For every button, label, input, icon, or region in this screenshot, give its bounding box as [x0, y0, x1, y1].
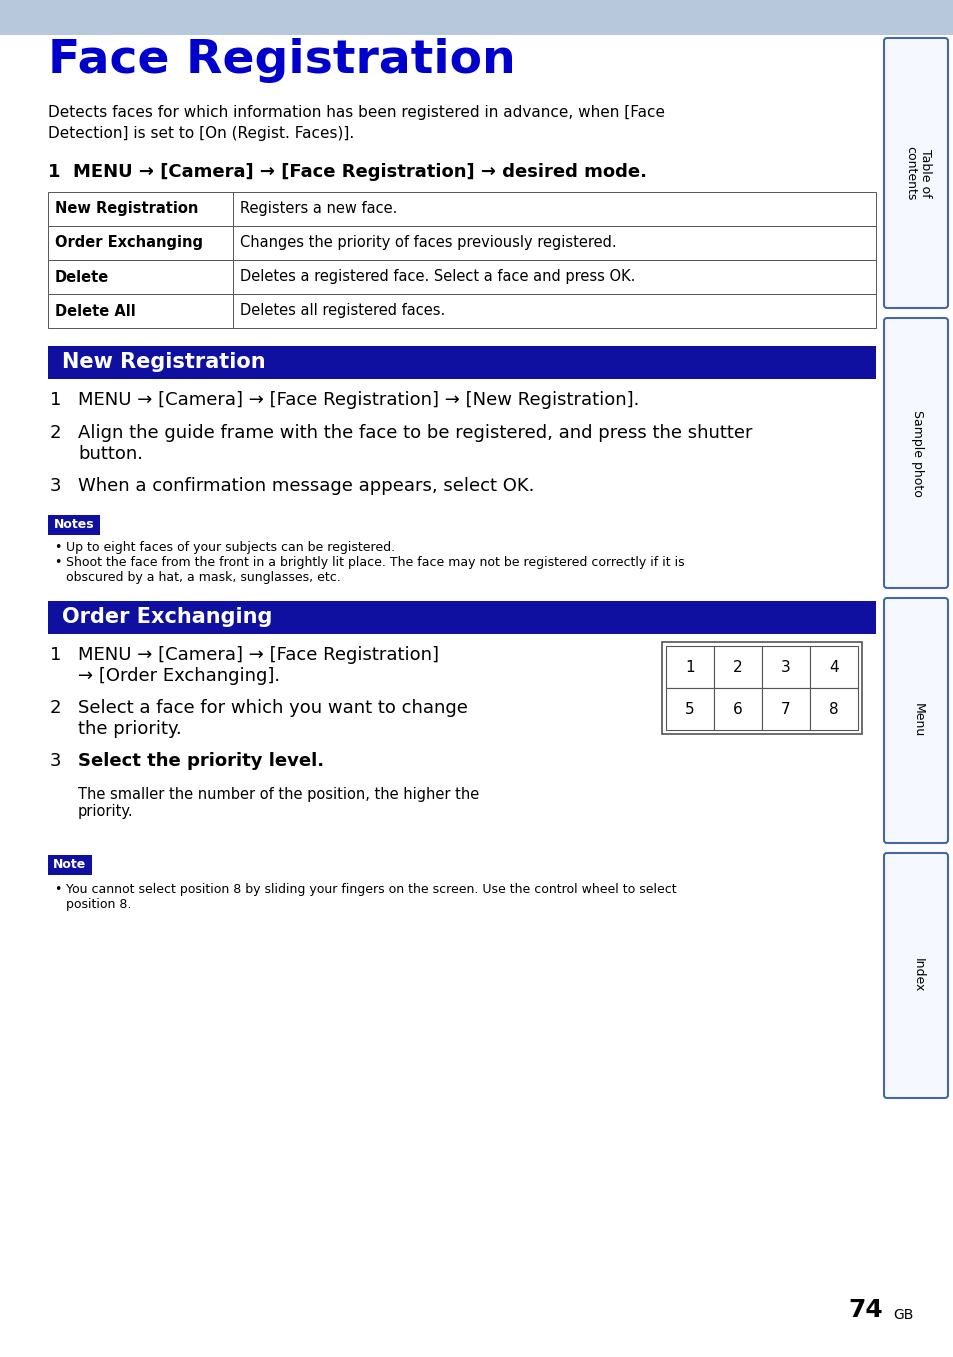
FancyBboxPatch shape: [883, 318, 947, 588]
Bar: [661, 642, 862, 734]
Text: MENU → [Camera] → [Face Registration]
→ [Order Exchanging].: MENU → [Camera] → [Face Registration] → …: [78, 646, 438, 685]
Text: Menu: Menu: [910, 703, 923, 738]
Bar: [48, 601, 875, 634]
Text: Align the guide frame with the face to be registered, and press the shutter
butt: Align the guide frame with the face to b…: [78, 423, 752, 463]
Bar: [0, 0, 953, 35]
Text: New Registration: New Registration: [62, 351, 265, 372]
Bar: [48, 261, 875, 294]
Text: Order Exchanging: Order Exchanging: [55, 236, 203, 251]
Text: 2: 2: [50, 423, 61, 442]
FancyBboxPatch shape: [883, 38, 947, 308]
FancyBboxPatch shape: [883, 854, 947, 1098]
Text: You cannot select position 8 by sliding your fingers on the screen. Use the cont: You cannot select position 8 by sliding …: [66, 883, 676, 911]
Text: Select the priority level.: Select the priority level.: [78, 752, 324, 769]
Text: 74: 74: [847, 1299, 882, 1322]
Text: Delete: Delete: [55, 270, 110, 285]
Text: 4: 4: [828, 660, 838, 674]
Text: 1: 1: [50, 646, 61, 664]
Text: Sample photo: Sample photo: [910, 410, 923, 497]
Text: •: •: [54, 556, 61, 569]
Text: 2: 2: [733, 660, 742, 674]
Bar: [761, 688, 809, 730]
Text: The smaller the number of the position, the higher the
priority.: The smaller the number of the position, …: [78, 787, 478, 820]
Bar: [665, 688, 713, 730]
Text: 7: 7: [781, 702, 790, 716]
Text: GB: GB: [892, 1308, 912, 1322]
Bar: [48, 346, 875, 379]
Bar: [809, 646, 857, 688]
Bar: [713, 688, 761, 730]
Text: 6: 6: [732, 702, 742, 716]
Text: When a confirmation message appears, select OK.: When a confirmation message appears, sel…: [78, 478, 534, 495]
Text: Note: Note: [53, 859, 87, 871]
Text: Registers a new face.: Registers a new face.: [240, 201, 397, 217]
Text: Deletes a registered face. Select a face and press OK.: Deletes a registered face. Select a face…: [240, 270, 635, 285]
Text: 5: 5: [684, 702, 694, 716]
Text: 3: 3: [50, 752, 61, 769]
Text: Index: Index: [910, 958, 923, 993]
Text: 2: 2: [50, 699, 61, 716]
Text: Delete All: Delete All: [55, 304, 135, 319]
Text: Deletes all registered faces.: Deletes all registered faces.: [240, 304, 445, 319]
Text: Changes the priority of faces previously registered.: Changes the priority of faces previously…: [240, 236, 616, 251]
Bar: [665, 646, 713, 688]
Bar: [48, 855, 91, 875]
Text: Order Exchanging: Order Exchanging: [62, 607, 273, 627]
Text: 3: 3: [50, 478, 61, 495]
Text: Face Registration: Face Registration: [48, 38, 516, 83]
Bar: [713, 646, 761, 688]
Text: 8: 8: [828, 702, 838, 716]
Text: Up to eight faces of your subjects can be registered.: Up to eight faces of your subjects can b…: [66, 541, 395, 554]
Text: MENU → [Camera] → [Face Registration] → [New Registration].: MENU → [Camera] → [Face Registration] → …: [78, 391, 639, 408]
Text: New Registration: New Registration: [55, 201, 198, 217]
Text: Notes: Notes: [53, 518, 94, 532]
Text: Detects faces for which information has been registered in advance, when [Face
D: Detects faces for which information has …: [48, 104, 664, 141]
Text: 3: 3: [781, 660, 790, 674]
Text: 1: 1: [50, 391, 61, 408]
Text: Table of
contents: Table of contents: [903, 145, 931, 201]
Text: Select a face for which you want to change
the priority.: Select a face for which you want to chan…: [78, 699, 467, 738]
FancyBboxPatch shape: [883, 598, 947, 843]
Bar: [48, 294, 875, 328]
Bar: [48, 227, 875, 261]
Bar: [48, 191, 875, 227]
Bar: [48, 516, 100, 535]
Text: •: •: [54, 883, 61, 896]
Text: Shoot the face from the front in a brightly lit place. The face may not be regis: Shoot the face from the front in a brigh…: [66, 556, 684, 584]
Text: •: •: [54, 541, 61, 554]
Text: 1  MENU → [Camera] → [Face Registration] → desired mode.: 1 MENU → [Camera] → [Face Registration] …: [48, 163, 646, 180]
Bar: [761, 646, 809, 688]
Text: 1: 1: [684, 660, 694, 674]
Bar: [809, 688, 857, 730]
